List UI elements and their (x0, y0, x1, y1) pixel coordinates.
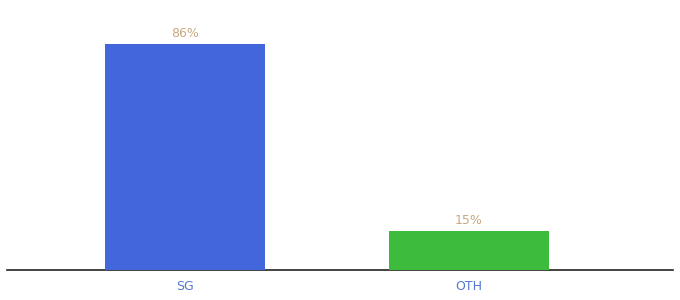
Bar (105, 44, 265, 270)
Bar (389, 231, 549, 270)
Text: 86%: 86% (171, 27, 199, 40)
Text: 15%: 15% (455, 214, 483, 227)
